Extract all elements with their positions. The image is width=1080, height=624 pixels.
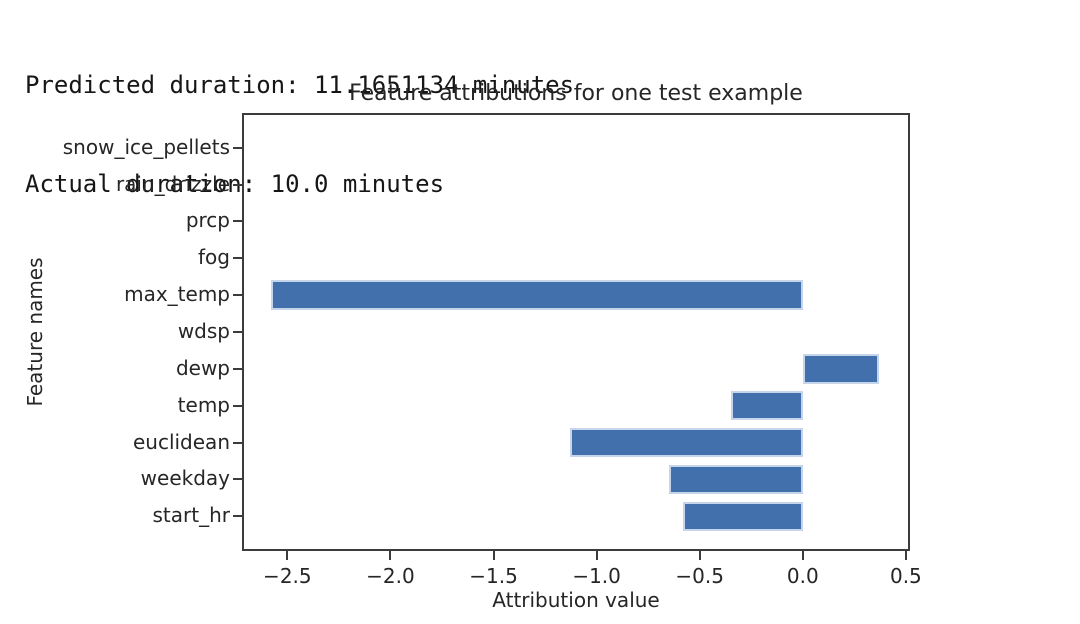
chart-title: Feature attributions for one test exampl… — [349, 81, 803, 106]
predicted-duration-line: Predicted duration: 11.1651134 minutes — [25, 71, 575, 99]
ytick-label-wdsp: wdsp — [177, 319, 230, 344]
x-axis-label: Attribution value — [492, 588, 660, 612]
ytick-mark-prcp — [233, 220, 242, 223]
xtick-label-0.0: 0.0 — [786, 564, 819, 588]
xtick-mark-0.5 — [904, 551, 907, 560]
ytick-label-dewp: dewp — [175, 355, 230, 380]
ytick-mark-euclidean — [233, 441, 242, 444]
xtick-mark-−1.0 — [595, 551, 598, 560]
xtick-mark-−2.0 — [389, 551, 392, 560]
plot-frame — [242, 113, 910, 551]
xtick-label-−1.0: −1.0 — [572, 564, 621, 588]
ytick-mark-wdsp — [233, 331, 242, 333]
ytick-mark-dewp — [233, 367, 242, 370]
ytick-label-fog: fog — [198, 245, 230, 270]
ytick-label-weekday: weekday — [140, 466, 230, 491]
ytick-mark-fog — [233, 257, 242, 260]
bar-euclidean — [569, 427, 803, 458]
y-axis-label: Feature names — [23, 257, 47, 407]
xtick-label-−0.5: −0.5 — [675, 564, 724, 588]
feature-attribution-chart: Feature attributions for one test exampl… — [23, 81, 922, 612]
xtick-label-−2.0: −2.0 — [366, 564, 415, 588]
ytick-mark-temp — [233, 404, 242, 407]
bar-max_temp — [270, 280, 803, 310]
bar-start_hr — [683, 501, 803, 532]
bar-dewp — [802, 354, 880, 384]
xtick-mark-−2.5 — [286, 551, 289, 560]
xtick-label-−2.5: −2.5 — [263, 564, 312, 588]
ytick-label-snow_ice_pellets: snow_ice_pellets — [62, 134, 230, 159]
ytick-label-start_hr: start_hr — [152, 503, 230, 528]
xtick-mark-0.0 — [801, 551, 804, 560]
ytick-label-max_temp: max_temp — [124, 282, 230, 307]
ytick-label-prcp: prcp — [185, 208, 230, 233]
bar-temp — [730, 390, 803, 421]
xtick-mark-−0.5 — [698, 551, 701, 560]
xtick-label-0.5: 0.5 — [889, 564, 922, 588]
bar-weekday — [668, 464, 803, 495]
ytick-mark-max_temp — [233, 294, 242, 297]
ytick-mark-start_hr — [233, 515, 242, 518]
ytick-label-rain_drizzle: rain_drizzle — [115, 171, 230, 196]
ytick-mark-rain_drizzle — [233, 183, 242, 186]
xtick-label-−1.5: −1.5 — [469, 564, 518, 588]
ytick-mark-weekday — [233, 478, 242, 481]
ytick-label-euclidean: euclidean — [132, 429, 230, 454]
ytick-mark-snow_ice_pellets — [233, 146, 242, 149]
xtick-mark-−1.5 — [492, 551, 495, 560]
ytick-label-temp: temp — [177, 392, 230, 417]
